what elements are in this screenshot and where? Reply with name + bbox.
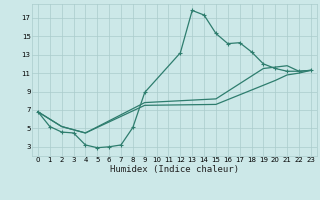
X-axis label: Humidex (Indice chaleur): Humidex (Indice chaleur) <box>110 165 239 174</box>
